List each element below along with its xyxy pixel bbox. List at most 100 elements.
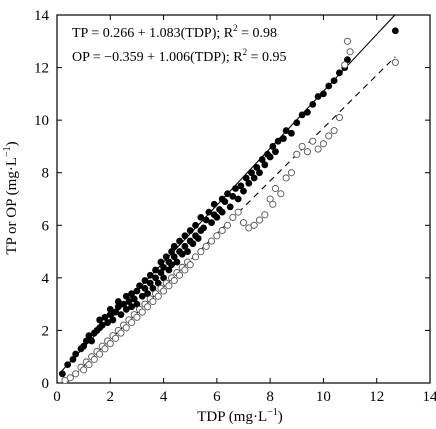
plot-area [56, 14, 431, 384]
op-data-point [122, 324, 130, 332]
tp-data-point [184, 248, 191, 255]
y-tick-label: 12 [34, 61, 49, 77]
tp-data-point [298, 111, 306, 119]
annotation-tp-equation: TP = 0.266 + 1.083(TDP); R2 = 0.98 [72, 23, 277, 41]
tp-data-point [96, 316, 104, 324]
tp-data-point [80, 342, 88, 350]
tp-data-point [181, 242, 189, 250]
tp-data-point [178, 250, 186, 258]
tp-data-point [168, 248, 175, 255]
tp-data-point [138, 292, 146, 300]
y-tick-label: 4 [42, 271, 50, 287]
tp-data-point [186, 227, 194, 234]
tp-data-point [98, 321, 106, 329]
op-data-point [282, 174, 290, 182]
tp-data-point [221, 198, 229, 206]
x-tick-label: 14 [423, 389, 436, 405]
x-tick-label: 8 [266, 389, 274, 405]
tp-data-point [197, 213, 205, 221]
tp-data-point [314, 93, 322, 100]
op-data-point [303, 148, 311, 156]
tp-data-point [128, 303, 135, 311]
tp-data-point [391, 27, 399, 35]
op-data-point [218, 226, 226, 235]
op-data-point [277, 190, 285, 198]
axes: 0 2 4 6 8 10 12 14 0 2 4 6 8 10 12 14 [34, 8, 436, 405]
op-data-point [133, 313, 141, 321]
op-data-point [138, 308, 146, 316]
tp-data-point [202, 216, 210, 224]
plot-frame [56, 14, 431, 384]
tp-data-point [304, 108, 311, 116]
y-tick-label: 10 [34, 113, 49, 129]
op-data-point [255, 216, 264, 224]
y-axis-title: TP or OP (mg·L−1) [2, 141, 20, 254]
op-data-point [213, 232, 221, 240]
op-data-point [293, 150, 301, 158]
tp-data-point [256, 169, 263, 177]
tp-data-point [234, 195, 242, 203]
tp-data-point [258, 156, 266, 163]
op-data-point [335, 113, 343, 122]
tp-data-point [141, 284, 149, 292]
op-data-point [197, 248, 205, 256]
y-tick-label: 2 [42, 323, 50, 339]
tp-data-point [157, 269, 165, 276]
op-data-point [250, 221, 258, 229]
op-data-point [229, 213, 237, 221]
tp-data-point [224, 190, 231, 198]
tp-data-point [136, 282, 143, 290]
op-data-point [128, 318, 136, 327]
op-data-point [319, 140, 327, 148]
y-tick-label: 8 [42, 166, 50, 182]
tp-data-point [189, 240, 197, 248]
op-data-point [309, 137, 317, 145]
op-data-point [341, 61, 349, 69]
tp-data-point [237, 182, 245, 190]
tp-data-point [64, 361, 72, 368]
op-data-point [298, 142, 306, 150]
op-data-point [330, 127, 338, 135]
tp-data-point [240, 187, 247, 195]
op-data-point [165, 282, 173, 290]
tp-data-point [120, 300, 128, 308]
op-data-point [160, 287, 168, 295]
x-tick-label: 12 [369, 389, 384, 405]
x-tick-label: 6 [213, 389, 221, 405]
op-data-point [207, 237, 216, 245]
tp-data-point [85, 332, 93, 340]
op-data-point [144, 303, 152, 311]
tp-data-point [122, 292, 130, 300]
tp-data-point [128, 290, 135, 298]
op-data-point [202, 242, 210, 250]
op-data-point [101, 345, 109, 353]
tp-data-point [269, 143, 277, 150]
tp-data-point [152, 274, 159, 282]
tp-data-point [253, 164, 261, 171]
op-data-point [314, 145, 322, 153]
tp-data-point [130, 295, 138, 303]
op-data-point [391, 58, 399, 66]
op-data-point [191, 253, 200, 261]
data-points [58, 27, 399, 384]
tp-data-point [165, 266, 173, 274]
tp-data-point [109, 316, 117, 324]
op-data-point [186, 261, 194, 269]
tp-data-point [133, 287, 141, 295]
tp-data-point [125, 298, 133, 305]
tp-data-point [232, 185, 239, 192]
tp-data-point [280, 135, 287, 142]
op-data-point [96, 350, 104, 358]
tp-data-point [101, 313, 109, 321]
tp-data-point [58, 370, 66, 378]
tp-data-point [336, 69, 343, 77]
op-data-point [269, 200, 277, 208]
tp-data-point [288, 129, 295, 137]
op-data-point [106, 340, 114, 348]
tp-data-point [170, 253, 178, 261]
op-data-point [170, 276, 178, 285]
tp-data-point [293, 119, 301, 127]
tp-data-point [218, 208, 226, 216]
op-data-point [154, 292, 162, 300]
tp-data-point [309, 100, 317, 108]
